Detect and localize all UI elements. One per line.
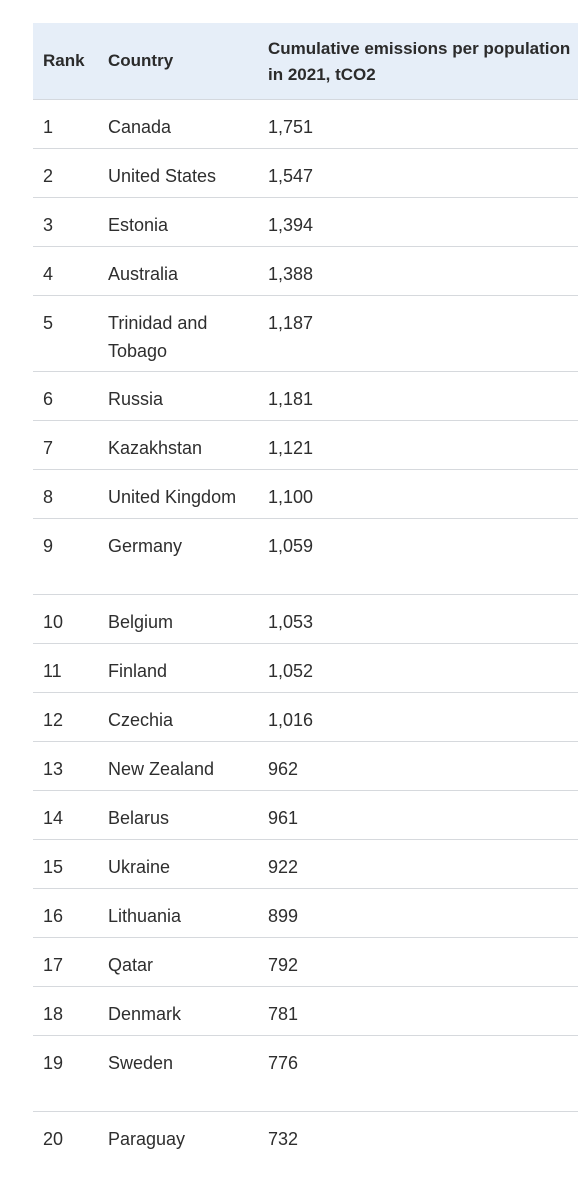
emissions-cell: 1,181 [268,389,314,409]
header-emissions: Cumulative emissions per population in 2… [268,39,571,84]
table-row: 16 Lithuania 899 [33,889,578,938]
rank-cell: 15 [43,857,64,877]
emissions-cell: 1,547 [268,166,314,186]
table-row: 12 Czechia 1,016 [33,693,578,742]
table-row: 6 Russia 1,181 [33,372,578,421]
rank-cell: 2 [43,166,54,186]
emissions-cell: 899 [268,906,299,926]
rank-cell: 10 [43,612,64,632]
emissions-cell: 922 [268,857,299,877]
table-row: 10 Belgium 1,053 [33,595,578,644]
country-cell: Czechia [108,710,174,730]
rank-cell: 20 [43,1129,64,1149]
emissions-cell: 792 [268,955,299,975]
rank-cell: 7 [43,438,54,458]
country-cell: Germany [108,536,183,556]
emissions-cell: 962 [268,759,299,779]
rank-cell: 13 [43,759,64,779]
country-cell: Canada [108,117,172,137]
country-cell: United States [108,166,217,186]
table-row: 13 New Zealand 962 [33,742,578,791]
table-row: 2 United States 1,547 [33,149,578,198]
rank-cell: 14 [43,808,64,828]
country-cell: Paraguay [108,1129,186,1149]
table-row: 4 Australia 1,388 [33,247,578,296]
table-row: 14 Belarus 961 [33,791,578,840]
rank-cell: 5 [43,313,54,333]
table-row: 7 Kazakhstan 1,121 [33,421,578,470]
country-cell: Sweden [108,1053,174,1073]
country-cell: Estonia [108,215,169,235]
table-row: 18 Denmark 781 [33,987,578,1036]
table-row: 1 Canada 1,751 [33,100,578,149]
rank-cell: 19 [43,1053,64,1073]
emissions-cell: 1,751 [268,117,314,137]
table-row: 15 Ukraine 922 [33,840,578,889]
header-country: Country [108,51,174,70]
country-cell: Belgium [108,612,174,632]
emissions-cell: 961 [268,808,299,828]
emissions-cell: 1,394 [268,215,314,235]
table-row: 11 Finland 1,052 [33,644,578,693]
emissions-table: Rank Country Cumulative emissions per po… [33,23,578,1179]
rank-cell: 9 [43,536,54,556]
country-cell: Ukraine [108,857,171,877]
country-cell: Denmark [108,1004,182,1024]
table-header: Rank Country Cumulative emissions per po… [33,23,578,100]
emissions-cell: 1,053 [268,612,314,632]
emissions-cell: 1,187 [268,313,314,333]
emissions-cell: 1,100 [268,487,314,507]
emissions-cell: 1,059 [268,536,314,556]
table-row: 9 Germany 1,059 [33,519,578,595]
country-cell: Trinidad and Tobago [108,313,208,361]
rank-cell: 3 [43,215,54,235]
table-body: 1 Canada 1,751 2 United States 1,547 3 Estonia 1… [33,100,578,1188]
table-row: 17 Qatar 792 [33,938,578,987]
table-row: 3 Estonia 1,394 [33,198,578,247]
country-cell: Lithuania [108,906,182,926]
header-rank: Rank [43,51,85,70]
rank-cell: 4 [43,264,54,284]
country-cell: Belarus [108,808,170,828]
country-cell: Kazakhstan [108,438,203,458]
rank-cell: 18 [43,1004,64,1024]
rank-cell: 12 [43,710,64,730]
country-cell: Qatar [108,955,154,975]
rank-cell: 11 [43,661,62,681]
rank-cell: 17 [43,955,64,975]
country-cell: New Zealand [108,759,215,779]
rank-cell: 6 [43,389,54,409]
emissions-cell: 1,388 [268,264,314,284]
emissions-cell: 781 [268,1004,299,1024]
country-cell: Australia [108,264,179,284]
table-row: 5 Trinidad and Tobago 1,187 [33,296,578,372]
country-cell: Russia [108,389,164,409]
emissions-cell: 776 [268,1053,299,1073]
rank-cell: 8 [43,487,54,507]
country-cell: Finland [108,661,168,681]
rank-cell: 16 [43,906,64,926]
country-cell: United Kingdom [108,487,237,507]
rank-cell: 1 [43,117,54,137]
emissions-cell: 1,121 [268,438,314,458]
table-row: 19 Sweden 776 [33,1036,578,1112]
emissions-cell: 732 [268,1129,299,1149]
emissions-cell: 1,016 [268,710,314,730]
emissions-cell: 1,052 [268,661,314,681]
table-row: 8 United Kingdom 1,100 [33,470,578,519]
table-row: 20 Paraguay 732 [33,1112,578,1188]
